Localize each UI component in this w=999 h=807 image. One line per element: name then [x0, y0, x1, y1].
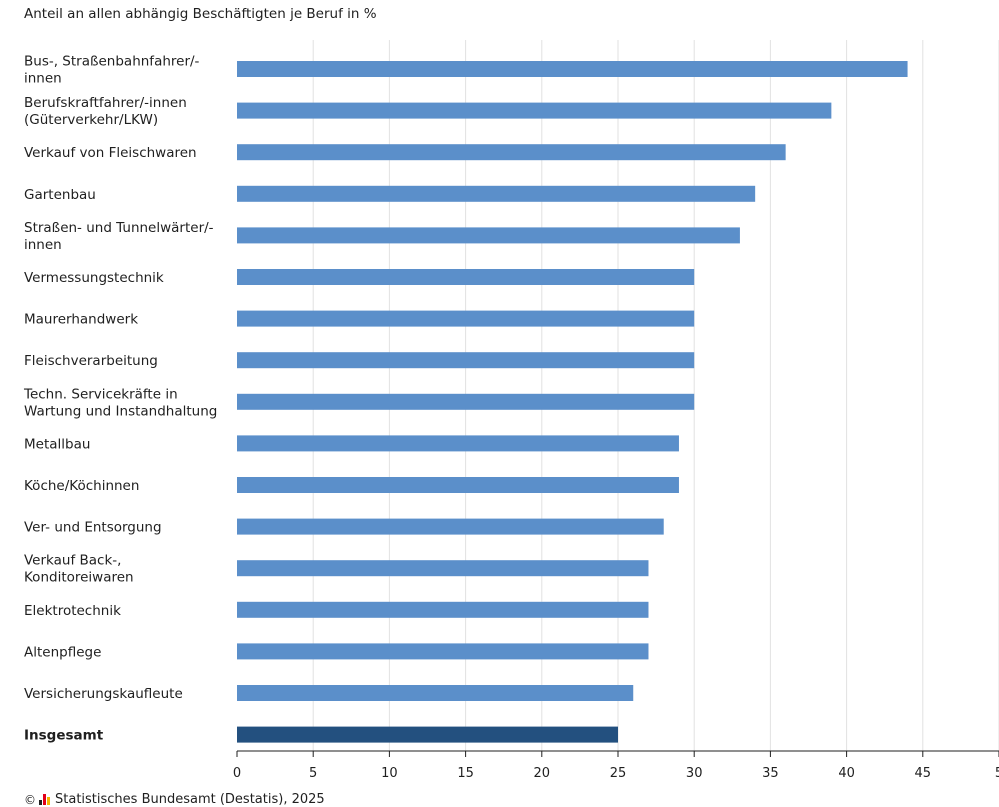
bar [237, 477, 679, 493]
category-label: Metallbau [24, 436, 90, 452]
bar [237, 227, 740, 244]
x-tick-label: 45 [915, 766, 932, 781]
category-label: Insgesamt [24, 728, 104, 744]
x-tick-label: 25 [610, 766, 627, 781]
category-label: Techn. Servicekräfte in Wartung und Insta… [23, 386, 217, 419]
x-tick-label: 20 [534, 766, 551, 781]
category-label: Bus-, Straßenbahnfahrer/-innen [24, 54, 200, 87]
category-label: Ver- und Entsorgung [24, 520, 162, 536]
chart-subtitle: Anteil an allen abhängig Beschäftigten j… [24, 6, 377, 22]
category-label: Verkauf von Fleischwaren [24, 145, 197, 161]
x-tick-label: 5 [309, 766, 317, 781]
category-label: Elektrotechnik [24, 603, 121, 619]
destatis-logo-icon [39, 794, 50, 805]
copyright-icon: © [24, 792, 36, 807]
bar [237, 352, 695, 369]
bar [237, 61, 908, 77]
x-tick-label: 0 [233, 766, 241, 781]
bar [237, 685, 634, 701]
source-footer: © Statistisches Bundesamt (Destatis), 20… [24, 792, 325, 807]
bar [237, 185, 756, 202]
category-label: Straßen- und Tunnelwärter/-innen [24, 220, 214, 253]
bar [237, 310, 695, 327]
bar [237, 643, 649, 660]
x-tick-label: 5 [995, 766, 999, 781]
category-label: Altenpflege [24, 644, 101, 660]
bar [237, 518, 664, 535]
x-tick-label: 35 [762, 766, 779, 781]
x-tick-label: 10 [381, 766, 398, 781]
x-tick-label: 15 [457, 766, 474, 781]
bar-layer [237, 61, 908, 743]
category-label: Köche/Köchinnen [24, 478, 139, 494]
bar [237, 435, 679, 452]
category-label: Gartenbau [24, 187, 96, 203]
category-label: Verkauf Back-, Konditoreiwaren [24, 553, 134, 586]
bar [237, 269, 695, 285]
x-tick-label: 30 [686, 766, 703, 781]
bar-total [237, 726, 618, 743]
x-axis: 0 5 10 15 20 25 30 35 40 45 5 [233, 750, 999, 781]
category-label: Fleischverarbeitung [24, 353, 158, 369]
x-tick-label: 40 [838, 766, 855, 781]
source-text: Statistisches Bundesamt (Destatis), 2025 [55, 792, 325, 807]
category-label: Berufskraftfahrer/-innen (Güterverkehr/LK… [24, 95, 187, 128]
category-label: Vermessungstechnik [24, 270, 164, 286]
category-label: Maurerhandwerk [24, 312, 138, 328]
category-label: Versicherungskaufleute [24, 686, 183, 702]
bar [237, 102, 832, 119]
bar [237, 601, 649, 618]
category-labels: Bus-, Straßenbahnfahrer/-innen Berufskraf… [23, 54, 217, 744]
bar [237, 560, 649, 577]
bar [237, 393, 695, 410]
bar [237, 144, 786, 161]
